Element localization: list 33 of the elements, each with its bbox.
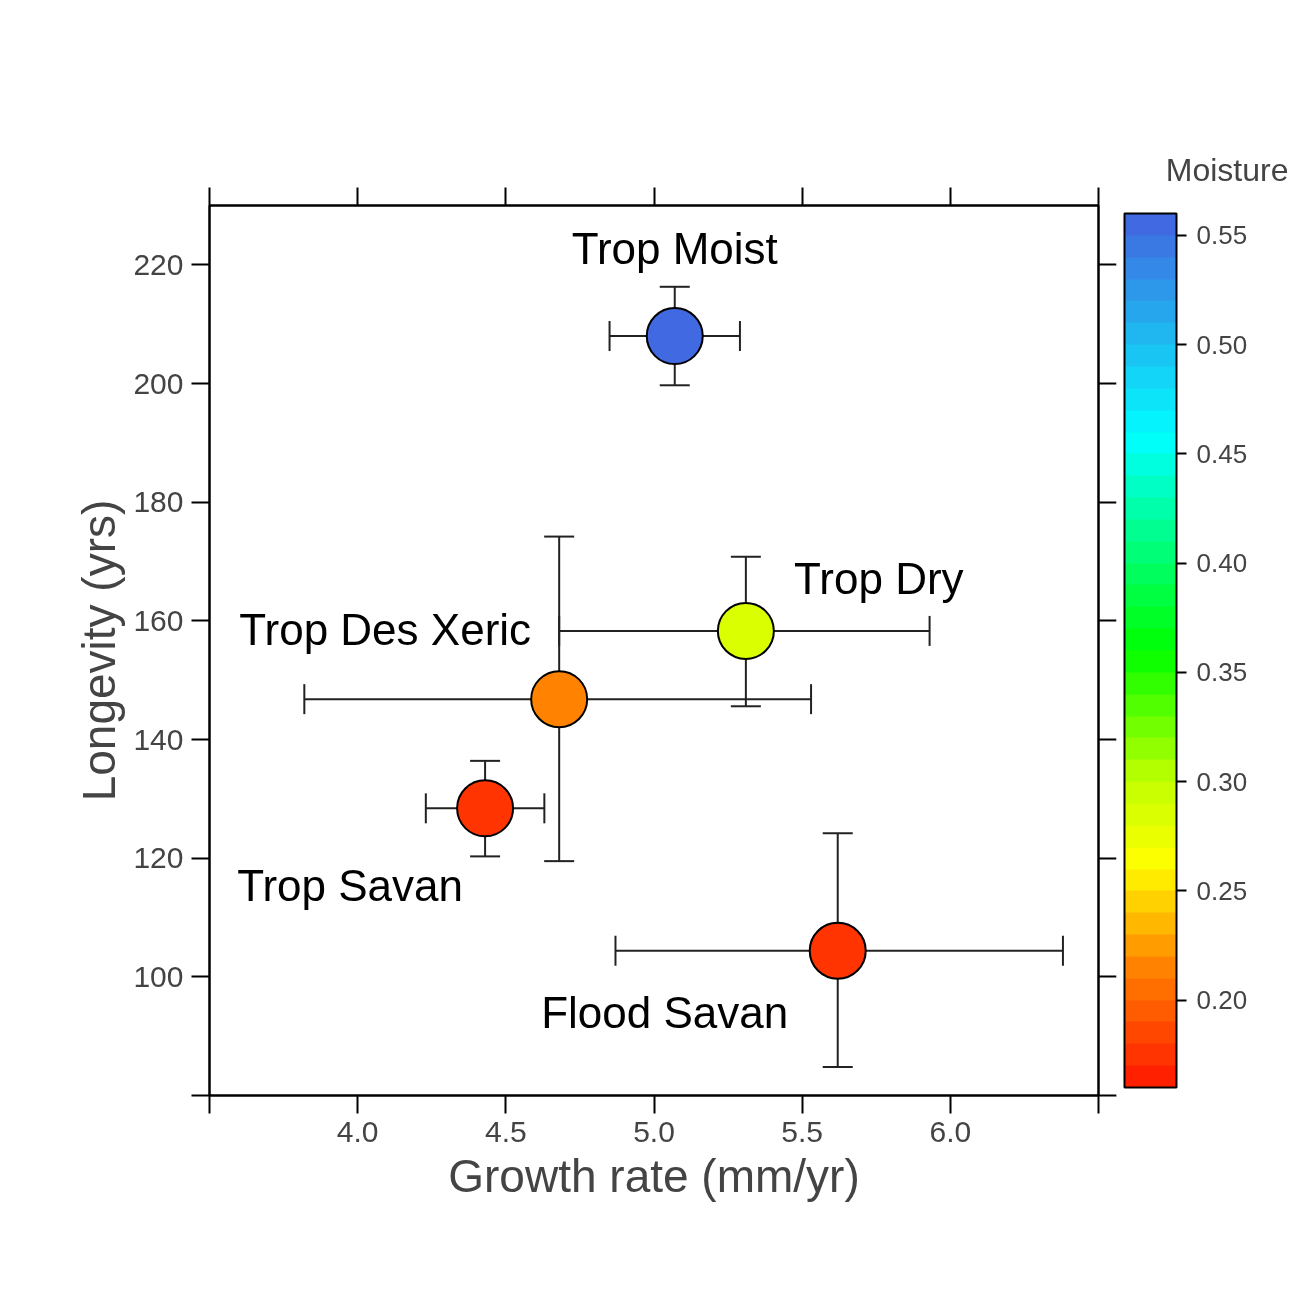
color-bar-label: 0.35 xyxy=(1196,657,1248,688)
annotation: Flood Savan xyxy=(541,988,789,1038)
color-bar-label: 0.50 xyxy=(1196,329,1248,360)
x-tick-label: 4.0 xyxy=(336,1114,379,1148)
point xyxy=(808,921,867,980)
annotation: Trop Des Xeric xyxy=(239,604,532,654)
y-tick-label: 160 xyxy=(133,603,184,637)
color-bar-label: 0.55 xyxy=(1196,220,1248,251)
x-axis-title: Growth rate (mm/yr) xyxy=(448,1149,860,1202)
y-tick-label: 200 xyxy=(133,366,184,400)
color-bar-label: 0.20 xyxy=(1196,985,1248,1016)
point xyxy=(530,670,589,729)
color-bar-title: Moisture xyxy=(1165,151,1289,188)
y-tick-label: 120 xyxy=(133,841,184,875)
point xyxy=(456,779,515,838)
annotation: Trop Savan xyxy=(237,860,464,910)
y-tick-label: 140 xyxy=(133,722,184,756)
y-axis-title: Longevity (yrs) xyxy=(73,499,126,802)
point xyxy=(716,601,775,660)
x-tick-label: 5.0 xyxy=(633,1114,675,1148)
color-bar-label: 0.25 xyxy=(1196,875,1248,906)
color-bar-label: 0.40 xyxy=(1196,548,1248,579)
annotation: Trop Moist xyxy=(571,223,778,273)
annotation: Trop Dry xyxy=(794,554,964,604)
color-bar-label: 0.30 xyxy=(1196,766,1248,797)
y-tick-label: 180 xyxy=(133,485,184,519)
color-bar-label: 0.45 xyxy=(1196,438,1248,469)
x-tick-label: 5.5 xyxy=(781,1114,824,1148)
y-tick-label: 220 xyxy=(133,247,184,281)
point xyxy=(645,307,704,365)
x-tick-label: 6.0 xyxy=(929,1114,972,1148)
x-tick-label: 4.5 xyxy=(484,1114,527,1148)
y-tick-label: 100 xyxy=(133,959,184,993)
